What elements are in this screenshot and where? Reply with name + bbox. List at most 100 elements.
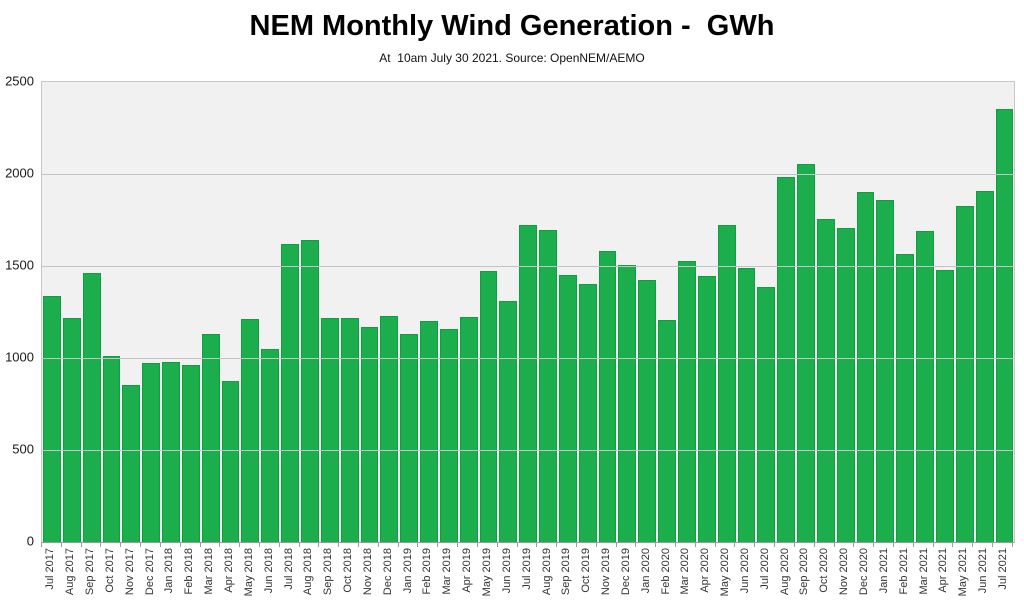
x-tick-label: Jan 2019	[401, 548, 414, 594]
x-axis-ticks	[41, 542, 1013, 547]
x-tick	[280, 542, 300, 547]
x-label-cell: Jun 2021	[974, 548, 994, 593]
bar	[221, 381, 240, 542]
x-tick-label: Dec 2017	[143, 548, 156, 596]
x-label-cell: Oct 2017	[101, 548, 121, 593]
x-tick	[359, 542, 379, 547]
x-tick-label: Jun 2018	[262, 548, 275, 594]
y-tick-label: 1500	[5, 257, 34, 273]
x-label-cell: Nov 2020	[835, 548, 855, 595]
x-tick-label: Sep 2020	[798, 548, 811, 596]
x-label-cell: Nov 2019	[597, 548, 617, 595]
x-label-cell: Jul 2018	[279, 548, 299, 590]
x-tick-label: Oct 2018	[342, 548, 355, 593]
bar	[400, 334, 419, 542]
x-label-cell: Oct 2020	[815, 548, 835, 593]
x-label-cell: May 2021	[954, 548, 974, 596]
x-tick-label: Feb 2018	[183, 548, 196, 595]
x-tick-label: Mar 2020	[679, 548, 692, 595]
x-label-cell: Jan 2020	[636, 548, 656, 593]
x-tick-label: Jun 2020	[738, 548, 751, 594]
gridline	[42, 358, 1014, 359]
bar-series	[42, 82, 1014, 542]
x-tick	[62, 542, 82, 547]
x-label-cell: Aug 2019	[537, 548, 557, 595]
x-label-cell: Jun 2020	[736, 548, 756, 593]
x-tick	[874, 542, 894, 547]
gridline	[42, 266, 1014, 267]
x-tick	[716, 542, 736, 547]
x-tick-label: Nov 2018	[361, 548, 374, 596]
x-label-cell: Jul 2020	[755, 548, 775, 590]
x-tick	[597, 542, 617, 547]
x-tick-label: Jul 2019	[520, 548, 533, 590]
bar	[380, 316, 399, 542]
x-tick-label: Feb 2020	[659, 548, 672, 595]
x-tick	[636, 542, 657, 547]
x-tick	[339, 542, 359, 547]
x-label-cell: Dec 2020	[855, 548, 875, 595]
bar	[678, 261, 696, 542]
bar	[340, 318, 359, 542]
bar	[955, 206, 974, 542]
bar	[816, 218, 835, 542]
x-tick	[379, 542, 399, 547]
x-tick-label: Aug 2017	[64, 548, 77, 596]
x-tick-label: Nov 2017	[123, 548, 136, 596]
bar	[241, 318, 260, 542]
x-tick	[854, 542, 875, 547]
x-tick	[993, 542, 1013, 547]
x-tick	[399, 542, 419, 547]
y-tick-label: 500	[12, 441, 34, 457]
x-tick	[557, 542, 577, 547]
x-label-cell: May 2019	[478, 548, 498, 596]
bar	[975, 190, 994, 542]
x-tick-label: Feb 2021	[897, 548, 910, 595]
x-tick-label: Jun 2019	[500, 548, 513, 594]
x-tick	[755, 542, 776, 547]
bar	[122, 384, 141, 542]
x-label-cell: Aug 2017	[61, 548, 81, 595]
x-tick-label: Nov 2019	[600, 548, 613, 596]
x-tick	[835, 542, 855, 547]
bar	[479, 270, 498, 542]
x-tick	[319, 542, 340, 547]
bar	[896, 254, 915, 542]
bar	[82, 273, 101, 542]
bar	[995, 108, 1014, 542]
x-tick	[458, 542, 478, 547]
bar	[876, 200, 895, 542]
x-tick	[537, 542, 558, 547]
x-tick	[815, 542, 835, 547]
x-tick	[735, 542, 756, 547]
x-tick-label: Sep 2017	[84, 548, 97, 596]
bar	[300, 240, 319, 542]
x-label-cell: May 2020	[716, 548, 736, 596]
x-tick-label: Sep 2018	[322, 548, 335, 596]
bar	[717, 224, 736, 542]
x-tick-label: Aug 2018	[302, 548, 315, 596]
bar	[836, 227, 855, 542]
bar	[658, 319, 676, 542]
y-tick-label: 2000	[5, 165, 34, 181]
x-label-cell: May 2018	[239, 548, 259, 596]
x-tick	[577, 542, 597, 547]
x-tick-label: Dec 2019	[619, 548, 632, 596]
bar	[320, 317, 339, 542]
x-tick	[973, 542, 993, 547]
x-label-cell: Apr 2019	[458, 548, 478, 593]
x-tick-label: Feb 2019	[421, 548, 434, 595]
x-label-cell: Oct 2018	[339, 548, 359, 593]
x-tick-label: Aug 2019	[540, 548, 553, 596]
bar	[420, 321, 438, 542]
x-label-cell: Jul 2017	[41, 548, 61, 590]
x-tick	[260, 542, 280, 547]
x-tick-label: Nov 2020	[838, 548, 851, 596]
x-tick-label: Jul 2017	[44, 548, 57, 590]
bar	[499, 300, 518, 542]
x-label-cell: Mar 2020	[676, 548, 696, 594]
x-tick-label: Dec 2020	[858, 548, 871, 596]
x-tick-label: May 2019	[480, 548, 493, 597]
x-label-cell: Feb 2018	[180, 548, 200, 594]
x-label-cell: Feb 2021	[894, 548, 914, 594]
